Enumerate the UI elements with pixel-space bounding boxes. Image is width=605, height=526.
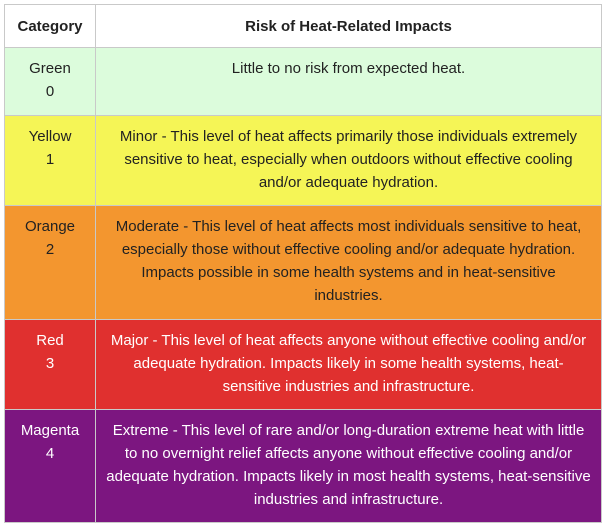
category-cell: Orange 2 xyxy=(4,205,96,320)
category-name: Yellow xyxy=(28,128,72,145)
category-level: 4 xyxy=(45,445,55,462)
category-name: Green xyxy=(29,60,71,77)
category-cell: Red 3 xyxy=(4,319,96,410)
category-cell: Magenta 4 xyxy=(4,409,96,523)
category-name: Magenta xyxy=(20,422,80,439)
table-row: Red 3 Major - This level of heat affects… xyxy=(4,319,602,410)
risk-description: Extreme - This level of rare and/or long… xyxy=(95,409,602,523)
table-header-row: Category Risk of Heat-Related Impacts xyxy=(4,4,602,48)
category-name: Red xyxy=(36,332,64,349)
risk-description: Moderate - This level of heat affects mo… xyxy=(95,205,602,320)
risk-description: Little to no risk from expected heat. xyxy=(95,47,602,116)
category-cell: Yellow 1 xyxy=(4,115,96,206)
category-level: 1 xyxy=(45,151,55,168)
table-row: Magenta 4 Extreme - This level of rare a… xyxy=(4,409,602,523)
risk-header: Risk of Heat-Related Impacts xyxy=(95,4,602,48)
category-level: 3 xyxy=(45,355,55,372)
risk-description: Major - This level of heat affects anyon… xyxy=(95,319,602,410)
table-row: Green 0 Little to no risk from expected … xyxy=(4,47,602,116)
risk-description: Minor - This level of heat affects prima… xyxy=(95,115,602,206)
category-level: 0 xyxy=(45,83,55,100)
category-header: Category xyxy=(4,4,96,48)
table-row: Orange 2 Moderate - This level of heat a… xyxy=(4,205,602,320)
category-name: Orange xyxy=(24,218,76,235)
category-level: 2 xyxy=(45,241,55,258)
category-cell: Green 0 xyxy=(4,47,96,116)
heat-risk-table: Category Risk of Heat-Related Impacts Gr… xyxy=(4,4,602,523)
table-row: Yellow 1 Minor - This level of heat affe… xyxy=(4,115,602,206)
